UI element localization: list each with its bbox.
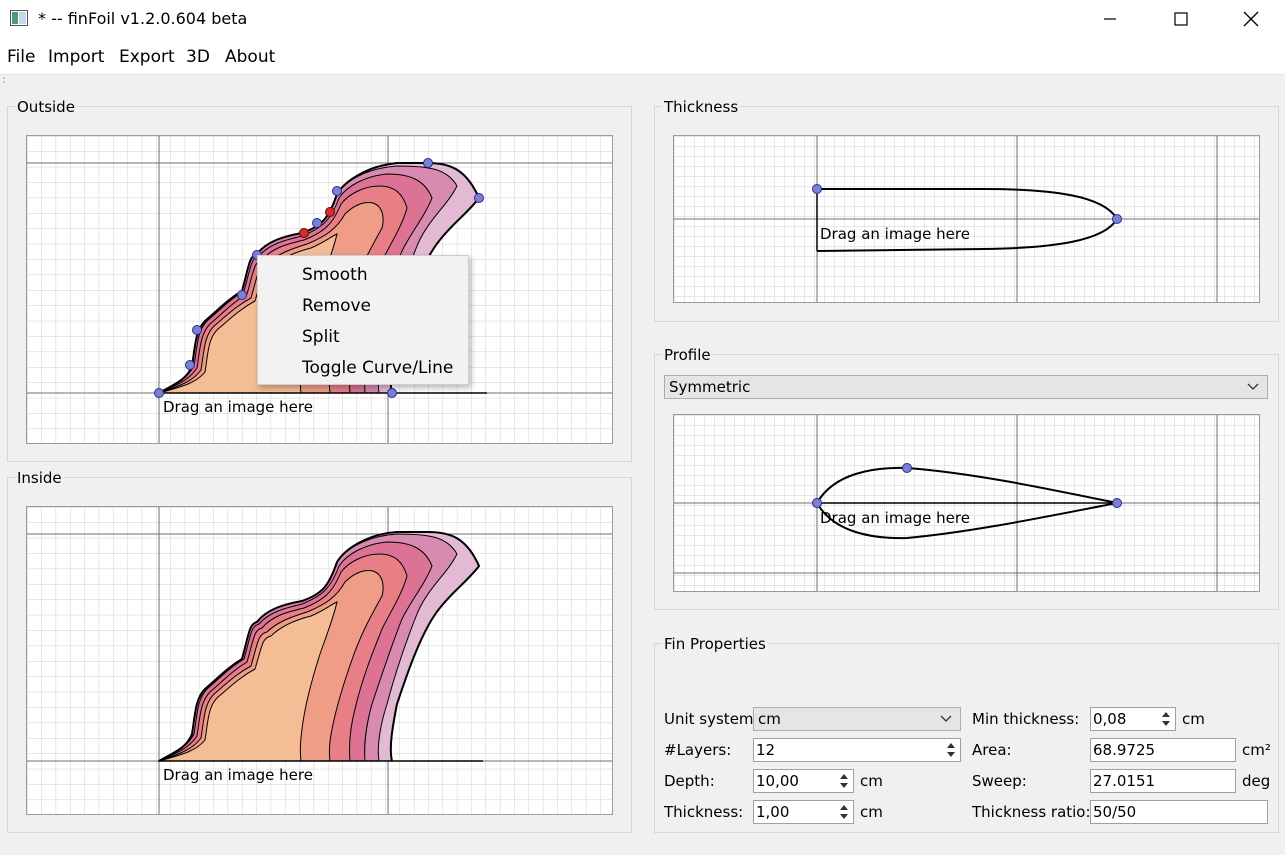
thickness-value: 1,00 bbox=[756, 803, 790, 821]
menu-item-smooth[interactable]: Smooth bbox=[302, 265, 368, 285]
title-bar: * -- finFoil v1.2.0.604 beta bbox=[0, 0, 1285, 38]
area-value: 68.9725 bbox=[1093, 741, 1156, 759]
fin-layers-inside bbox=[157, 531, 483, 762]
fin-properties-group bbox=[654, 643, 1279, 833]
inside-group bbox=[7, 477, 632, 833]
spin-arrows-icon[interactable] bbox=[943, 740, 959, 760]
spin-arrows-icon[interactable] bbox=[1158, 709, 1174, 729]
depth-spinbox[interactable]: 10,00 bbox=[753, 769, 854, 793]
close-icon bbox=[1243, 11, 1259, 27]
min-thickness-label: Min thickness: bbox=[972, 710, 1080, 728]
inside-title: Inside bbox=[15, 469, 64, 487]
area-field[interactable]: 68.9725 bbox=[1090, 738, 1236, 762]
outside-title: Outside bbox=[15, 98, 77, 116]
minimize-icon bbox=[1104, 18, 1116, 20]
sweep-unit: deg bbox=[1242, 772, 1271, 790]
sweep-value: 27.0151 bbox=[1093, 772, 1156, 790]
outside-drag-hint: Drag an image here bbox=[163, 398, 313, 416]
menu-item-remove[interactable]: Remove bbox=[302, 296, 371, 316]
profile-canvas[interactable]: Drag an image here bbox=[673, 414, 1260, 592]
menu-export[interactable]: Export bbox=[119, 47, 175, 67]
menu-about[interactable]: About bbox=[225, 47, 276, 67]
fin-properties-title: Fin Properties bbox=[662, 635, 768, 653]
chevron-down-icon bbox=[1247, 383, 1259, 390]
sweep-field[interactable]: 27.0151 bbox=[1090, 769, 1236, 793]
unit-system-value: cm bbox=[758, 710, 781, 728]
area-unit: cm² bbox=[1242, 741, 1271, 759]
toolbar-grip-icon bbox=[3, 77, 5, 83]
close-button[interactable] bbox=[1216, 0, 1285, 38]
menu-item-toggle-curve-line[interactable]: Toggle Curve/Line bbox=[302, 358, 454, 378]
layers-spinbox[interactable]: 12 bbox=[753, 738, 961, 762]
minimize-button[interactable] bbox=[1075, 0, 1145, 38]
inside-canvas[interactable]: Drag an image here bbox=[26, 506, 613, 815]
min-thickness-unit: cm bbox=[1182, 710, 1205, 728]
chevron-down-icon bbox=[940, 715, 952, 722]
unit-system-select[interactable]: cm bbox=[753, 707, 961, 731]
area-label: Area: bbox=[972, 741, 1012, 759]
sweep-label: Sweep: bbox=[972, 772, 1027, 790]
spin-arrows-icon[interactable] bbox=[836, 802, 852, 822]
point-context-menu: Smooth Remove Split Toggle Curve/Line bbox=[257, 255, 469, 385]
depth-label: Depth: bbox=[664, 772, 715, 790]
layers-value: 12 bbox=[756, 741, 776, 759]
thickness-ratio-value: 50/50 bbox=[1093, 803, 1137, 821]
thickness-title: Thickness bbox=[662, 98, 741, 116]
maximize-icon bbox=[1174, 12, 1188, 26]
maximize-button[interactable] bbox=[1146, 0, 1216, 38]
min-thickness-value: 0,08 bbox=[1093, 710, 1127, 728]
profile-group bbox=[654, 354, 1279, 610]
unit-system-label: Unit system bbox=[664, 710, 754, 728]
outside-group bbox=[7, 106, 632, 462]
profile-drag-hint: Drag an image here bbox=[820, 509, 970, 527]
thickness-ratio-label: Thickness ratio: bbox=[972, 803, 1091, 821]
menu-import[interactable]: Import bbox=[48, 47, 105, 67]
thickness-canvas[interactable]: Drag an image here bbox=[673, 135, 1260, 303]
spin-arrows-icon[interactable] bbox=[836, 771, 852, 791]
depth-value: 10,00 bbox=[756, 772, 799, 790]
menu-file[interactable]: File bbox=[7, 47, 36, 67]
window-title: * -- finFoil v1.2.0.604 beta bbox=[38, 9, 248, 28]
inside-drag-hint: Drag an image here bbox=[163, 766, 313, 784]
profile-title: Profile bbox=[662, 346, 713, 364]
profile-select[interactable]: Symmetric bbox=[664, 375, 1268, 399]
thickness-drag-hint: Drag an image here bbox=[820, 225, 970, 243]
depth-unit: cm bbox=[860, 772, 883, 790]
thickness-ratio-field[interactable]: 50/50 bbox=[1090, 800, 1268, 824]
thickness-group bbox=[654, 106, 1279, 322]
thickness-unit: cm bbox=[860, 803, 883, 821]
thickness-spinbox[interactable]: 1,00 bbox=[753, 800, 854, 824]
menu-bar: File Import Export 3D About bbox=[0, 38, 1285, 75]
thickness-control-points[interactable] bbox=[812, 184, 1122, 224]
menu-item-split[interactable]: Split bbox=[302, 327, 340, 347]
profile-control-points[interactable] bbox=[812, 463, 1122, 508]
menu-3d[interactable]: 3D bbox=[186, 47, 210, 67]
layers-label: #Layers: bbox=[664, 741, 732, 759]
profile-select-value: Symmetric bbox=[669, 378, 751, 396]
app-icon bbox=[10, 10, 28, 26]
thickness-label: Thickness: bbox=[664, 803, 744, 821]
min-thickness-spinbox[interactable]: 0,08 bbox=[1090, 707, 1176, 731]
